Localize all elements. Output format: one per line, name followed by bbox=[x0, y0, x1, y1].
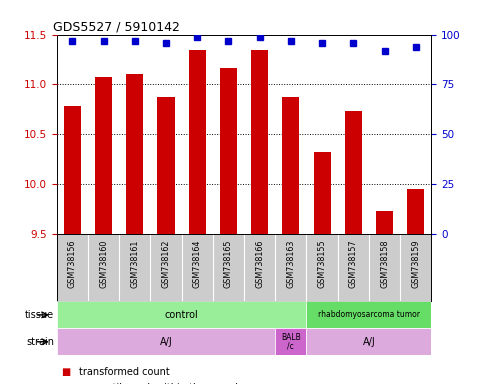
Text: A/J: A/J bbox=[362, 337, 375, 347]
Bar bbox=[57, 328, 275, 355]
Text: transformed count: transformed count bbox=[79, 367, 170, 377]
Text: tissue: tissue bbox=[25, 310, 54, 320]
Bar bbox=[345, 111, 362, 234]
Bar bbox=[220, 68, 237, 234]
Text: GSM738166: GSM738166 bbox=[255, 240, 264, 288]
Text: GSM738155: GSM738155 bbox=[317, 240, 326, 288]
Bar bbox=[251, 50, 268, 234]
Bar bbox=[126, 74, 143, 234]
Bar bbox=[189, 50, 206, 234]
Text: GSM738163: GSM738163 bbox=[286, 240, 295, 288]
Text: GSM738158: GSM738158 bbox=[380, 240, 389, 288]
Bar bbox=[157, 98, 175, 234]
Text: GSM738162: GSM738162 bbox=[162, 240, 171, 288]
Text: GSM738156: GSM738156 bbox=[68, 240, 77, 288]
Text: GSM738157: GSM738157 bbox=[349, 240, 358, 288]
Bar bbox=[95, 78, 112, 234]
Bar bbox=[407, 189, 424, 234]
Text: GSM738160: GSM738160 bbox=[99, 240, 108, 288]
Bar bbox=[282, 98, 299, 234]
Text: control: control bbox=[165, 310, 199, 320]
Text: GSM738159: GSM738159 bbox=[411, 240, 420, 288]
Text: GSM738165: GSM738165 bbox=[224, 240, 233, 288]
Bar bbox=[57, 301, 307, 328]
Text: ■: ■ bbox=[62, 367, 71, 377]
Bar bbox=[275, 328, 307, 355]
Text: ■: ■ bbox=[62, 383, 71, 384]
Bar bbox=[64, 106, 81, 234]
Bar bbox=[307, 328, 431, 355]
Bar bbox=[307, 301, 431, 328]
Text: strain: strain bbox=[26, 337, 54, 347]
Text: percentile rank within the sample: percentile rank within the sample bbox=[79, 383, 244, 384]
Text: BALB
/c: BALB /c bbox=[281, 333, 301, 351]
Text: GSM738164: GSM738164 bbox=[193, 240, 202, 288]
Bar bbox=[314, 152, 331, 234]
Bar bbox=[376, 211, 393, 234]
Text: GDS5527 / 5910142: GDS5527 / 5910142 bbox=[53, 20, 180, 33]
Text: rhabdomyosarcoma tumor: rhabdomyosarcoma tumor bbox=[318, 310, 420, 319]
Text: GSM738161: GSM738161 bbox=[130, 240, 139, 288]
Text: A/J: A/J bbox=[160, 337, 173, 347]
